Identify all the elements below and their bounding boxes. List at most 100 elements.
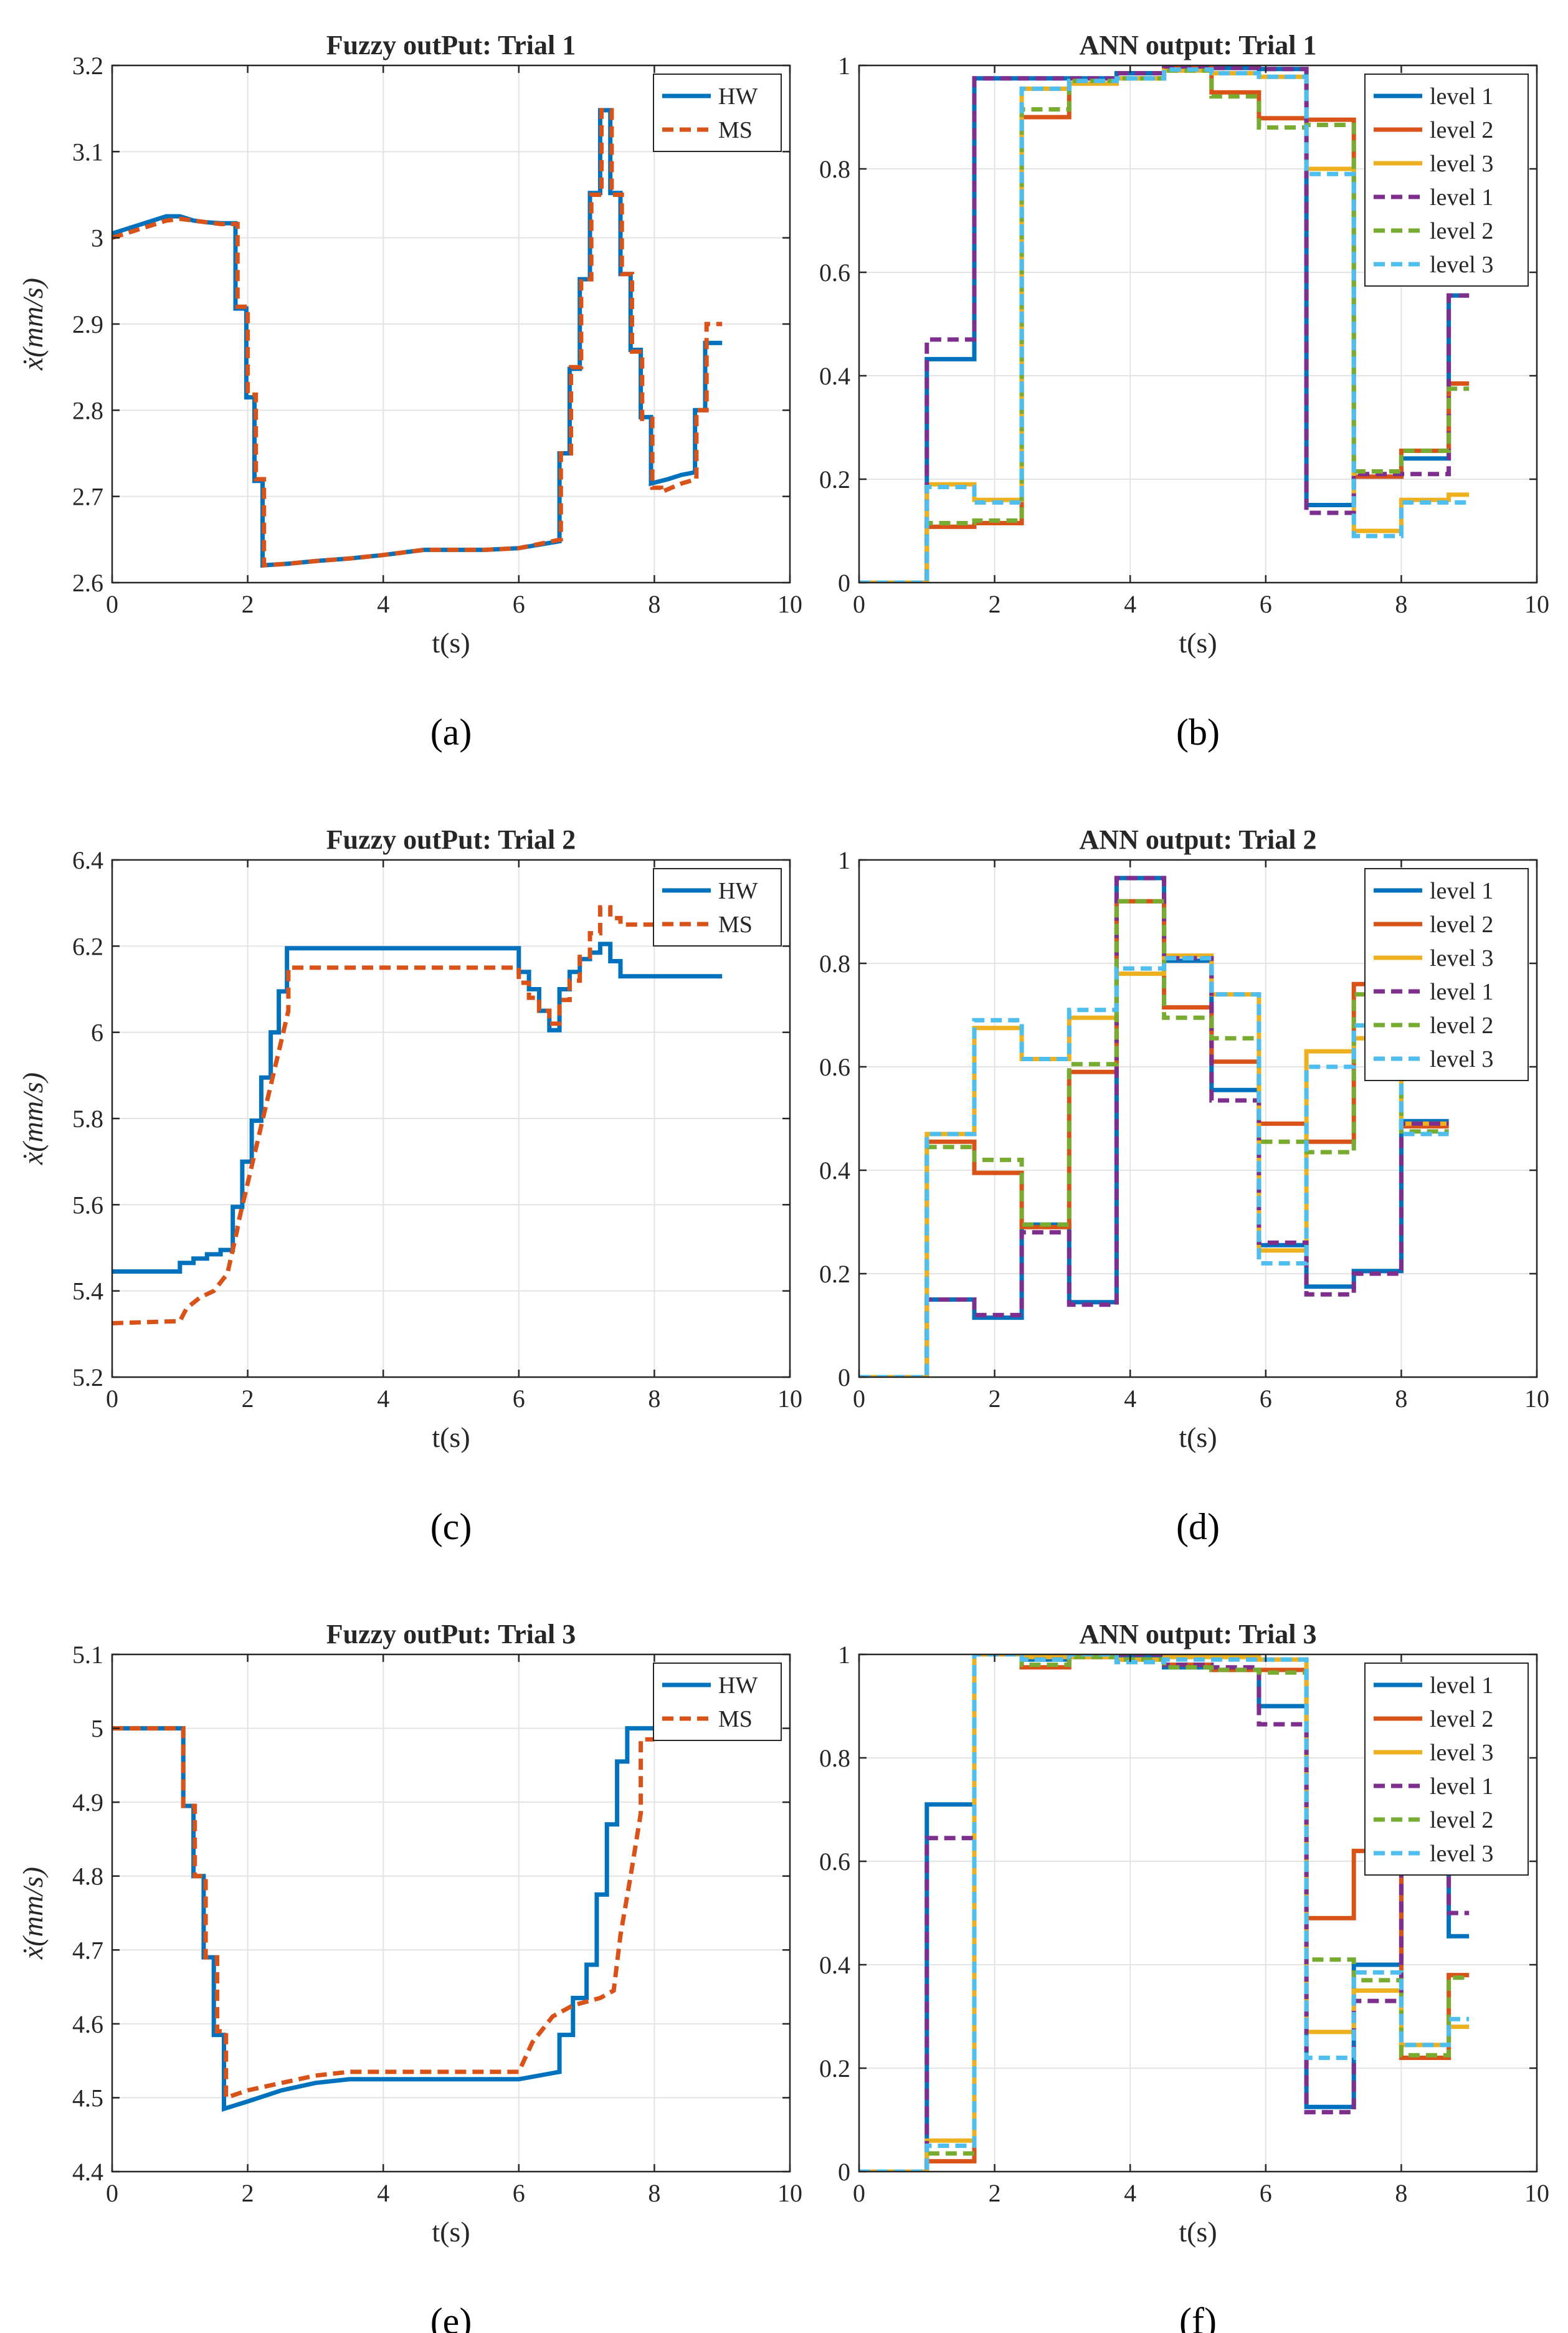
series-line-e-1 xyxy=(112,1726,655,2101)
x-axis-label: t(s) xyxy=(1179,2216,1217,2248)
legend: level 1 level 2 level 3 level 1 level 2 level… xyxy=(1364,868,1529,1081)
series-line-f-4 xyxy=(859,1654,1470,2172)
legend-entry: level 1 xyxy=(1430,878,1493,904)
x-tick-label: 8 xyxy=(1395,2179,1407,2207)
y-tick-label: 1 xyxy=(838,1641,850,1669)
y-tick-label: 0.2 xyxy=(819,465,850,494)
y-tick-label: 1 xyxy=(838,846,850,874)
y-axis-label: ẋ(mm/s) xyxy=(17,1072,49,1165)
y-tick-label: 0.6 xyxy=(819,1848,850,1876)
y-tick-label: 5.1 xyxy=(72,1641,103,1669)
panel-label: (a) xyxy=(430,712,472,753)
y-tick-label: 4.8 xyxy=(72,1863,103,1891)
x-tick-label: 2 xyxy=(989,2179,1001,2207)
axes-box xyxy=(858,1653,1538,2173)
y-tick-label: 6 xyxy=(91,1019,103,1047)
x-tick-label: 2 xyxy=(989,1385,1001,1413)
y-tick-label: 5.4 xyxy=(72,1277,103,1305)
x-tick-label: 6 xyxy=(1260,1385,1272,1413)
series-group xyxy=(112,905,723,1325)
x-tick-label: 0 xyxy=(853,1385,865,1413)
y-tick-label: 6.2 xyxy=(72,932,103,960)
y-tick-label: 0.2 xyxy=(819,1260,850,1288)
x-tick-label: 10 xyxy=(1524,590,1549,618)
series-line-b-3 xyxy=(859,65,1470,583)
chart-title: Fuzzy outPut: Trial 2 xyxy=(326,824,576,855)
chart-title: Fuzzy outPut: Trial 1 xyxy=(326,30,576,60)
chart-title: ANN output: Trial 1 xyxy=(1080,30,1317,60)
legend-entry: level 2 xyxy=(1430,912,1493,938)
chart-title: ANN output: Trial 2 xyxy=(1080,824,1317,855)
y-axis-label: ẋ(mm/s) xyxy=(17,278,49,371)
legend-box xyxy=(653,868,782,947)
y-tick-label: 2.8 xyxy=(72,396,103,424)
legend: HW MS xyxy=(653,868,782,947)
legend: HW MS xyxy=(653,1663,782,1741)
axes-box xyxy=(111,1653,791,2173)
legend-entry: level 1 xyxy=(1430,1773,1493,1800)
chart-panel-f: 0 2 4 6 8 10 0 0.2 0.4 0.6 0.8 1 ANN output: Trial 3… xyxy=(819,1619,1549,2333)
chart-title: Fuzzy outPut: Trial 3 xyxy=(326,1619,576,1649)
legend-entry: level 1 xyxy=(1430,979,1493,1005)
panel-label: (c) xyxy=(430,1506,472,1547)
y-tick-label: 0.6 xyxy=(819,1053,850,1081)
x-tick-label: 10 xyxy=(777,590,802,618)
x-tick-label: 6 xyxy=(1260,590,1272,618)
y-tick-label: 0.8 xyxy=(819,1744,850,1772)
axes-box xyxy=(858,859,1538,1378)
legend-entry: level 2 xyxy=(1430,218,1493,244)
x-tick-label: 2 xyxy=(242,1385,254,1413)
x-tick-label: 0 xyxy=(853,2179,865,2207)
x-tick-label: 6 xyxy=(513,2179,525,2207)
series-line-c-1 xyxy=(112,905,723,1325)
legend-entry: level 3 xyxy=(1430,945,1493,971)
legend: level 1 level 2 level 3 level 1 level 2 level… xyxy=(1364,1663,1529,1876)
x-tick-label: 0 xyxy=(853,590,865,618)
legend-entry: HW xyxy=(718,878,758,904)
y-tick-label: 3.2 xyxy=(72,52,103,80)
y-tick-label: 4.4 xyxy=(72,2158,103,2186)
legend-entry: level 2 xyxy=(1430,1706,1493,1732)
legend-box xyxy=(1364,1663,1529,1876)
x-tick-label: 10 xyxy=(777,2179,802,2207)
legend-entry: MS xyxy=(718,1706,753,1732)
series-line-a-1 xyxy=(112,108,723,568)
x-tick-label: 8 xyxy=(648,1385,660,1413)
x-tick-label: 2 xyxy=(989,590,1001,618)
y-tick-label: 0.8 xyxy=(819,950,850,978)
x-axis-label: t(s) xyxy=(1179,1421,1217,1453)
legend-entry: level 3 xyxy=(1430,252,1493,278)
series-line-f-5 xyxy=(859,1654,1470,2172)
y-tick-label: 3 xyxy=(91,224,103,252)
chart-panel-d: 0 2 4 6 8 10 0 0.2 0.4 0.6 0.8 1 ANN output: Trial 2… xyxy=(819,824,1549,1547)
legend-entry: HW xyxy=(718,83,758,110)
legend-box xyxy=(1364,868,1529,1081)
x-tick-label: 2 xyxy=(242,590,254,618)
panel-label: (b) xyxy=(1176,712,1220,753)
series-group xyxy=(112,1726,655,2112)
y-tick-label: 0.4 xyxy=(819,362,850,390)
chart-title: ANN output: Trial 3 xyxy=(1080,1619,1317,1649)
x-tick-label: 4 xyxy=(1124,590,1136,618)
x-axis-label: t(s) xyxy=(432,1421,470,1453)
series-line-a-0 xyxy=(112,108,723,568)
y-tick-label: 2.6 xyxy=(72,569,103,597)
chart-panel-a: 0 2 4 6 8 10 2.6 2.7 2.8 2.9 3 3.1 3.2 Fuzzy outPut: … xyxy=(17,30,802,753)
legend: level 1 level 2 level 3 level 1 level 2 level… xyxy=(1364,74,1529,287)
x-tick-label: 2 xyxy=(242,2179,254,2207)
legend-entry: HW xyxy=(718,1672,758,1699)
series-group xyxy=(859,65,1470,583)
legend: HW MS xyxy=(653,74,782,152)
x-tick-label: 0 xyxy=(106,2179,118,2207)
x-tick-label: 4 xyxy=(377,590,389,618)
series-group xyxy=(112,108,723,568)
y-tick-label: 0.8 xyxy=(819,155,850,183)
y-tick-label: 4.6 xyxy=(72,2010,103,2038)
series-line-d-5 xyxy=(859,956,1449,1377)
y-tick-label: 2.7 xyxy=(72,483,103,511)
series-line-d-4 xyxy=(859,899,1449,1377)
legend-entry: level 2 xyxy=(1430,1013,1493,1039)
panel-label: (e) xyxy=(430,2301,472,2333)
x-tick-label: 6 xyxy=(513,590,525,618)
